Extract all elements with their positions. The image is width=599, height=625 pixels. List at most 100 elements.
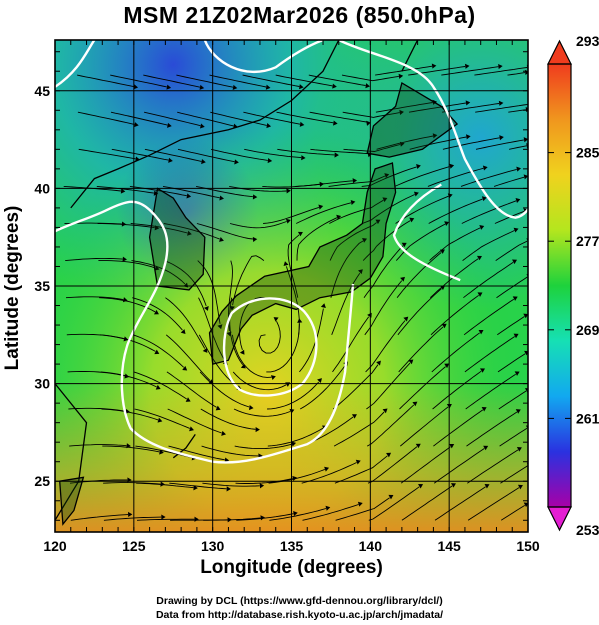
streamline-arrow xyxy=(199,84,205,90)
streamline xyxy=(77,111,135,125)
streamline-arrow xyxy=(498,100,504,106)
streamline xyxy=(143,111,201,127)
streamline-arrow xyxy=(466,134,471,140)
streamline-arrow xyxy=(523,502,528,508)
streamline-arrow xyxy=(401,242,407,248)
streamline-arrow xyxy=(240,363,246,369)
streamline xyxy=(132,297,183,331)
streamline xyxy=(236,513,294,521)
streamline-arrow xyxy=(498,63,503,70)
streamline xyxy=(428,198,483,224)
streamline xyxy=(475,103,528,113)
streamline xyxy=(69,444,127,447)
streamline-arrow xyxy=(523,137,528,143)
streamline xyxy=(235,478,293,484)
streamline xyxy=(299,365,346,410)
streamline-arrow xyxy=(255,426,260,433)
streamline xyxy=(200,408,256,430)
streamline-arrow xyxy=(221,430,226,436)
streamline xyxy=(328,175,386,187)
streamline xyxy=(100,371,157,388)
streamline xyxy=(103,516,162,521)
streamline xyxy=(433,448,485,484)
streamline-arrow xyxy=(161,514,166,520)
streamline-arrow xyxy=(266,123,272,129)
streamline xyxy=(333,411,385,447)
streamline xyxy=(310,148,368,154)
streamline xyxy=(77,74,134,88)
colorbar-max-arrow xyxy=(547,39,572,65)
streamline xyxy=(229,221,287,229)
streamline xyxy=(70,514,129,521)
streamline-arrow xyxy=(449,163,455,169)
streamline-arrow xyxy=(333,120,338,126)
streamline xyxy=(362,194,415,224)
streamline-arrow xyxy=(476,255,482,261)
streamline-arrow xyxy=(350,199,356,206)
streamline xyxy=(285,266,300,335)
streamline xyxy=(498,390,527,410)
streamline xyxy=(367,446,418,484)
streamline xyxy=(202,482,260,487)
streamline xyxy=(408,66,466,76)
streamline-arrow xyxy=(291,441,297,447)
streamline xyxy=(277,148,335,156)
streamline xyxy=(134,408,190,429)
streamline-arrow xyxy=(444,221,450,227)
streamline-arrow xyxy=(516,166,522,172)
isotherm-korea-loop xyxy=(55,200,355,464)
streamline xyxy=(365,320,406,373)
streamline xyxy=(65,257,123,262)
streamline-arrow xyxy=(317,378,322,384)
streamline xyxy=(168,445,225,461)
streamline-arrow xyxy=(285,218,291,224)
streamline-arrow xyxy=(154,349,160,355)
streamline-arrow xyxy=(252,236,258,242)
streamline-arrow xyxy=(200,123,205,129)
streamline xyxy=(267,381,320,410)
streamline-arrow xyxy=(366,120,371,126)
isotherm-north xyxy=(203,40,324,73)
streamline xyxy=(463,262,514,299)
streamline xyxy=(497,316,525,336)
streamline-arrow xyxy=(226,486,231,492)
x-tick-label: 130 xyxy=(201,538,225,554)
streamline-arrow xyxy=(297,318,303,323)
streamline-arrow xyxy=(512,259,518,265)
streamline xyxy=(132,334,185,368)
streamline-arrow xyxy=(465,100,471,106)
streamline-arrow xyxy=(120,188,126,194)
streamline-arrow xyxy=(513,227,519,233)
streamline xyxy=(302,504,359,521)
streamline xyxy=(177,111,234,127)
streamline-arrow xyxy=(432,133,438,139)
streamline-arrow xyxy=(482,165,488,171)
streamline xyxy=(442,137,500,150)
streamline-arrow xyxy=(229,306,235,311)
streamline xyxy=(210,111,267,126)
streamline-arrow xyxy=(355,459,361,465)
streamline xyxy=(493,176,525,187)
streamline-arrow xyxy=(122,256,127,262)
streamline xyxy=(475,139,524,150)
streamline xyxy=(267,427,324,447)
streamline xyxy=(129,185,187,197)
streamline xyxy=(131,260,186,285)
coast-korea xyxy=(148,187,206,291)
streamline-arrow xyxy=(336,214,342,220)
streamline-arrow xyxy=(265,84,271,90)
isotherm-low-core xyxy=(222,297,318,397)
streamline xyxy=(110,74,167,88)
streamline xyxy=(509,145,527,150)
streamline xyxy=(233,408,291,417)
coast-hokkaido xyxy=(366,82,459,158)
streamline-arrow xyxy=(270,375,276,381)
streamline xyxy=(401,485,453,521)
credit-data: Data from http://database.rish.kyoto-u.a… xyxy=(155,609,444,621)
streamline xyxy=(431,332,480,373)
streamline-arrow xyxy=(444,363,450,369)
streamline xyxy=(98,260,156,269)
colorbar-tick-label: 277 xyxy=(576,233,599,249)
streamline-arrow xyxy=(499,135,504,141)
streamline xyxy=(500,505,526,521)
